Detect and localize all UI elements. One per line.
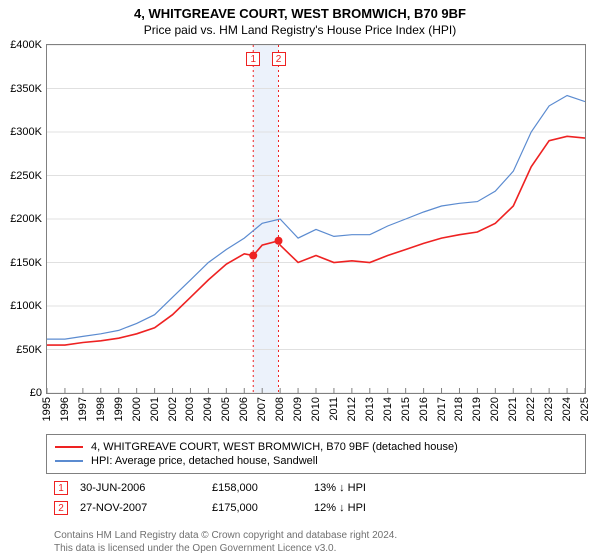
x-tick-label: 2009 — [292, 397, 304, 421]
x-tick-label: 2000 — [131, 397, 143, 421]
sale-diff: 12% ↓ HPI — [314, 502, 424, 514]
sale-price: £158,000 — [212, 482, 302, 494]
sale-date: 30-JUN-2006 — [80, 482, 200, 494]
chart-container: 4, WHITGREAVE COURT, WEST BROMWICH, B70 … — [0, 0, 600, 560]
x-tick-label: 2017 — [436, 397, 448, 421]
x-tick-label: 1997 — [77, 397, 89, 421]
legend-item: HPI: Average price, detached house, Sand… — [55, 454, 577, 468]
legend-swatch — [55, 460, 83, 461]
x-tick-label: 2003 — [184, 397, 196, 421]
legend-label: HPI: Average price, detached house, Sand… — [91, 455, 318, 467]
x-tick-label: 2010 — [310, 397, 322, 421]
sale-diff: 13% ↓ HPI — [314, 482, 424, 494]
x-tick-label: 1995 — [41, 397, 53, 421]
x-tick-label: 2001 — [149, 397, 161, 421]
footer-line: Contains HM Land Registry data © Crown c… — [54, 530, 397, 543]
x-tick-label: 2025 — [579, 397, 591, 421]
legend-label: 4, WHITGREAVE COURT, WEST BROMWICH, B70 … — [91, 441, 458, 453]
x-tick-label: 2019 — [471, 397, 483, 421]
x-tick-label: 2012 — [346, 397, 358, 421]
y-tick-label: £350K — [10, 83, 42, 95]
x-tick-label: 2020 — [489, 397, 501, 421]
sale-row: 1 30-JUN-2006 £158,000 13% ↓ HPI — [46, 478, 586, 498]
footer-line: This data is licensed under the Open Gov… — [54, 543, 397, 556]
x-tick-label: 2002 — [167, 397, 179, 421]
x-tick-label: 1998 — [95, 397, 107, 421]
chart-title: 4, WHITGREAVE COURT, WEST BROMWICH, B70 … — [0, 0, 600, 21]
sales-table: 1 30-JUN-2006 £158,000 13% ↓ HPI 2 27-NO… — [46, 478, 586, 518]
y-tick-label: £400K — [10, 39, 42, 51]
x-tick-label: 2022 — [525, 397, 537, 421]
y-tick-label: £150K — [10, 257, 42, 269]
x-tick-label: 2005 — [220, 397, 232, 421]
x-tick-label: 2016 — [418, 397, 430, 421]
x-tick-label: 2008 — [274, 397, 286, 421]
y-tick-label: £50K — [16, 344, 42, 356]
x-tick-label: 2021 — [507, 397, 519, 421]
event-label: 1 — [246, 52, 260, 66]
plot-area — [46, 44, 586, 394]
x-tick-label: 2023 — [543, 397, 555, 421]
x-tick-label: 2004 — [202, 397, 214, 421]
chart-subtitle: Price paid vs. HM Land Registry's House … — [0, 21, 600, 41]
x-tick-label: 2018 — [453, 397, 465, 421]
sale-row: 2 27-NOV-2007 £175,000 12% ↓ HPI — [46, 498, 586, 518]
x-tick-label: 2015 — [400, 397, 412, 421]
x-tick-label: 2006 — [238, 397, 250, 421]
event-label: 2 — [272, 52, 286, 66]
x-tick-label: 2014 — [382, 397, 394, 421]
footer: Contains HM Land Registry data © Crown c… — [54, 530, 397, 555]
legend-swatch — [55, 446, 83, 448]
legend: 4, WHITGREAVE COURT, WEST BROMWICH, B70 … — [46, 434, 586, 474]
sale-date: 27-NOV-2007 — [80, 502, 200, 514]
y-tick-label: £100K — [10, 300, 42, 312]
y-tick-label: £300K — [10, 126, 42, 138]
x-tick-label: 2024 — [561, 397, 573, 421]
y-tick-label: £200K — [10, 213, 42, 225]
legend-item: 4, WHITGREAVE COURT, WEST BROMWICH, B70 … — [55, 440, 577, 454]
x-tick-label: 2011 — [328, 397, 340, 421]
x-tick-label: 2013 — [364, 397, 376, 421]
x-tick-label: 1996 — [59, 397, 71, 421]
x-tick-label: 1999 — [113, 397, 125, 421]
y-tick-label: £250K — [10, 170, 42, 182]
sale-marker: 1 — [54, 481, 68, 495]
x-tick-label: 2007 — [256, 397, 268, 421]
sale-price: £175,000 — [212, 502, 302, 514]
sale-marker: 2 — [54, 501, 68, 515]
